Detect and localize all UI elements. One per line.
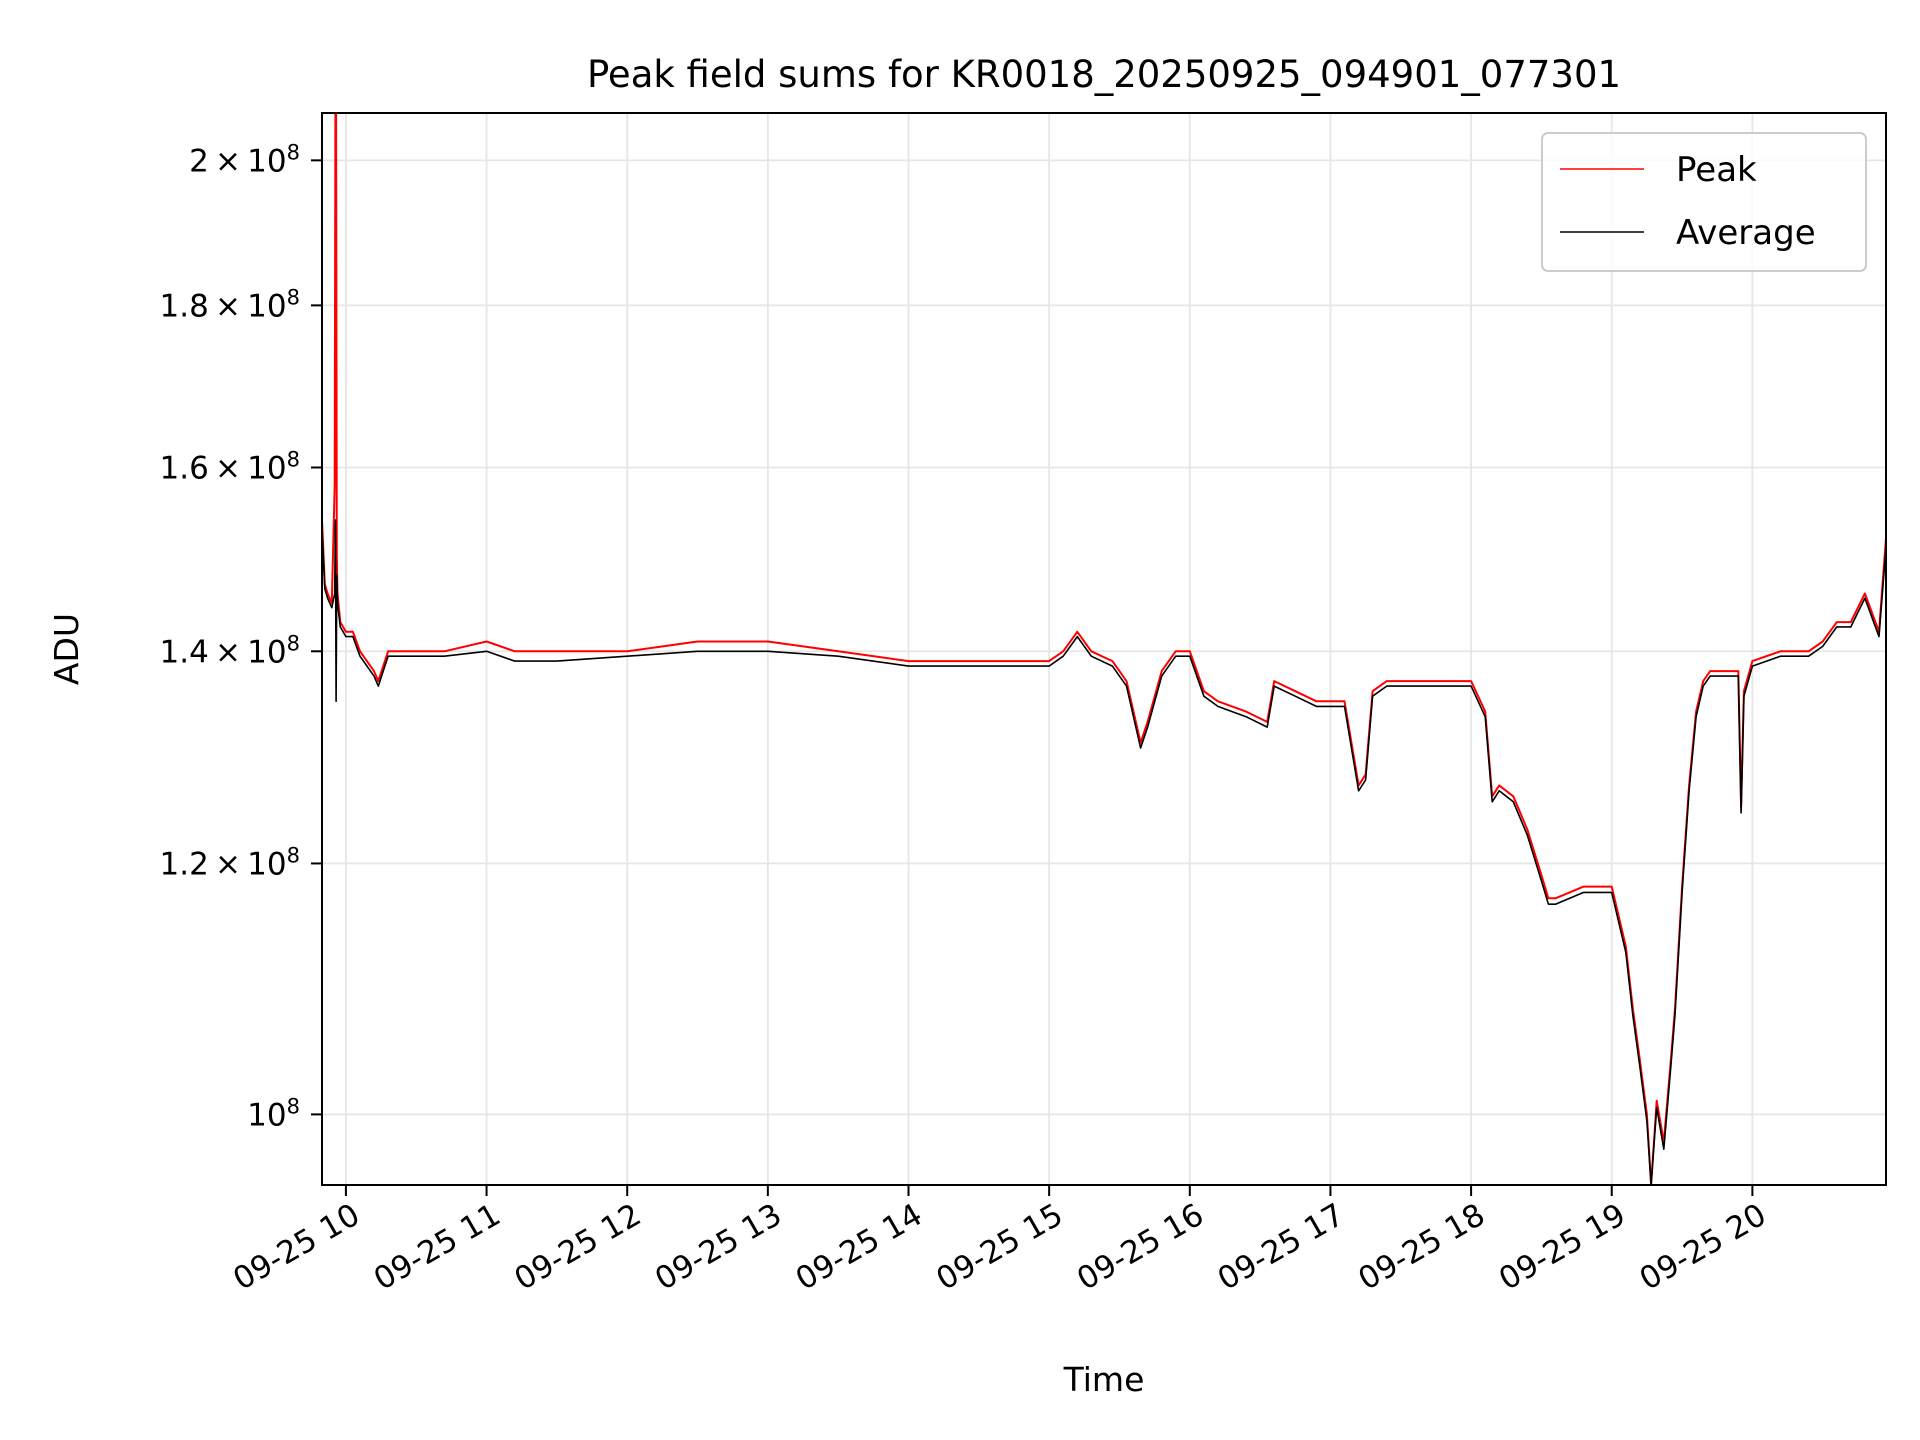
legend: Peak Average xyxy=(1541,132,1867,272)
chart-title: Peak field sums for KR0018_20250925_0949… xyxy=(587,53,1621,96)
series-layer xyxy=(321,112,1887,1186)
legend-box xyxy=(1541,132,1867,272)
y-tick-label: 1.8 × 108 xyxy=(160,285,300,324)
legend-label-average: Average xyxy=(1676,213,1816,253)
x-axis-label: Time xyxy=(1063,1360,1145,1399)
plot-frame xyxy=(321,112,1887,1186)
y-axis-label: ADU xyxy=(47,613,86,685)
y-tick-label: 1.2 × 108 xyxy=(160,843,300,882)
legend-label-peak: Peak xyxy=(1676,150,1757,190)
y-tick-label: 1.6 × 108 xyxy=(160,447,300,486)
grid-layer xyxy=(322,113,1886,1185)
y-tick-label: 108 xyxy=(247,1094,300,1133)
series-line-peak xyxy=(321,112,1887,1186)
y-axis-ticks: 108 1.2 × 108 1.4 × 108 1.6 × 108 1.8 × 108 2… xyxy=(160,140,322,1133)
y-tick-label: 2 × 108 xyxy=(189,140,300,179)
series-line-average xyxy=(321,519,1887,1186)
y-tick-label: 1.4 × 108 xyxy=(160,631,300,670)
